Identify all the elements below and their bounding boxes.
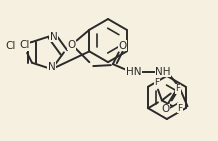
Text: F: F	[175, 84, 180, 93]
Text: NH: NH	[155, 67, 171, 77]
Text: F: F	[177, 104, 182, 113]
Text: N: N	[50, 32, 58, 42]
Text: O: O	[119, 40, 127, 50]
Text: Cl: Cl	[19, 40, 29, 50]
Text: HN: HN	[126, 67, 141, 77]
Text: O: O	[162, 104, 170, 114]
Text: F: F	[154, 78, 160, 87]
Text: O: O	[68, 39, 76, 49]
Text: N: N	[48, 62, 56, 72]
Text: Cl: Cl	[5, 41, 16, 51]
